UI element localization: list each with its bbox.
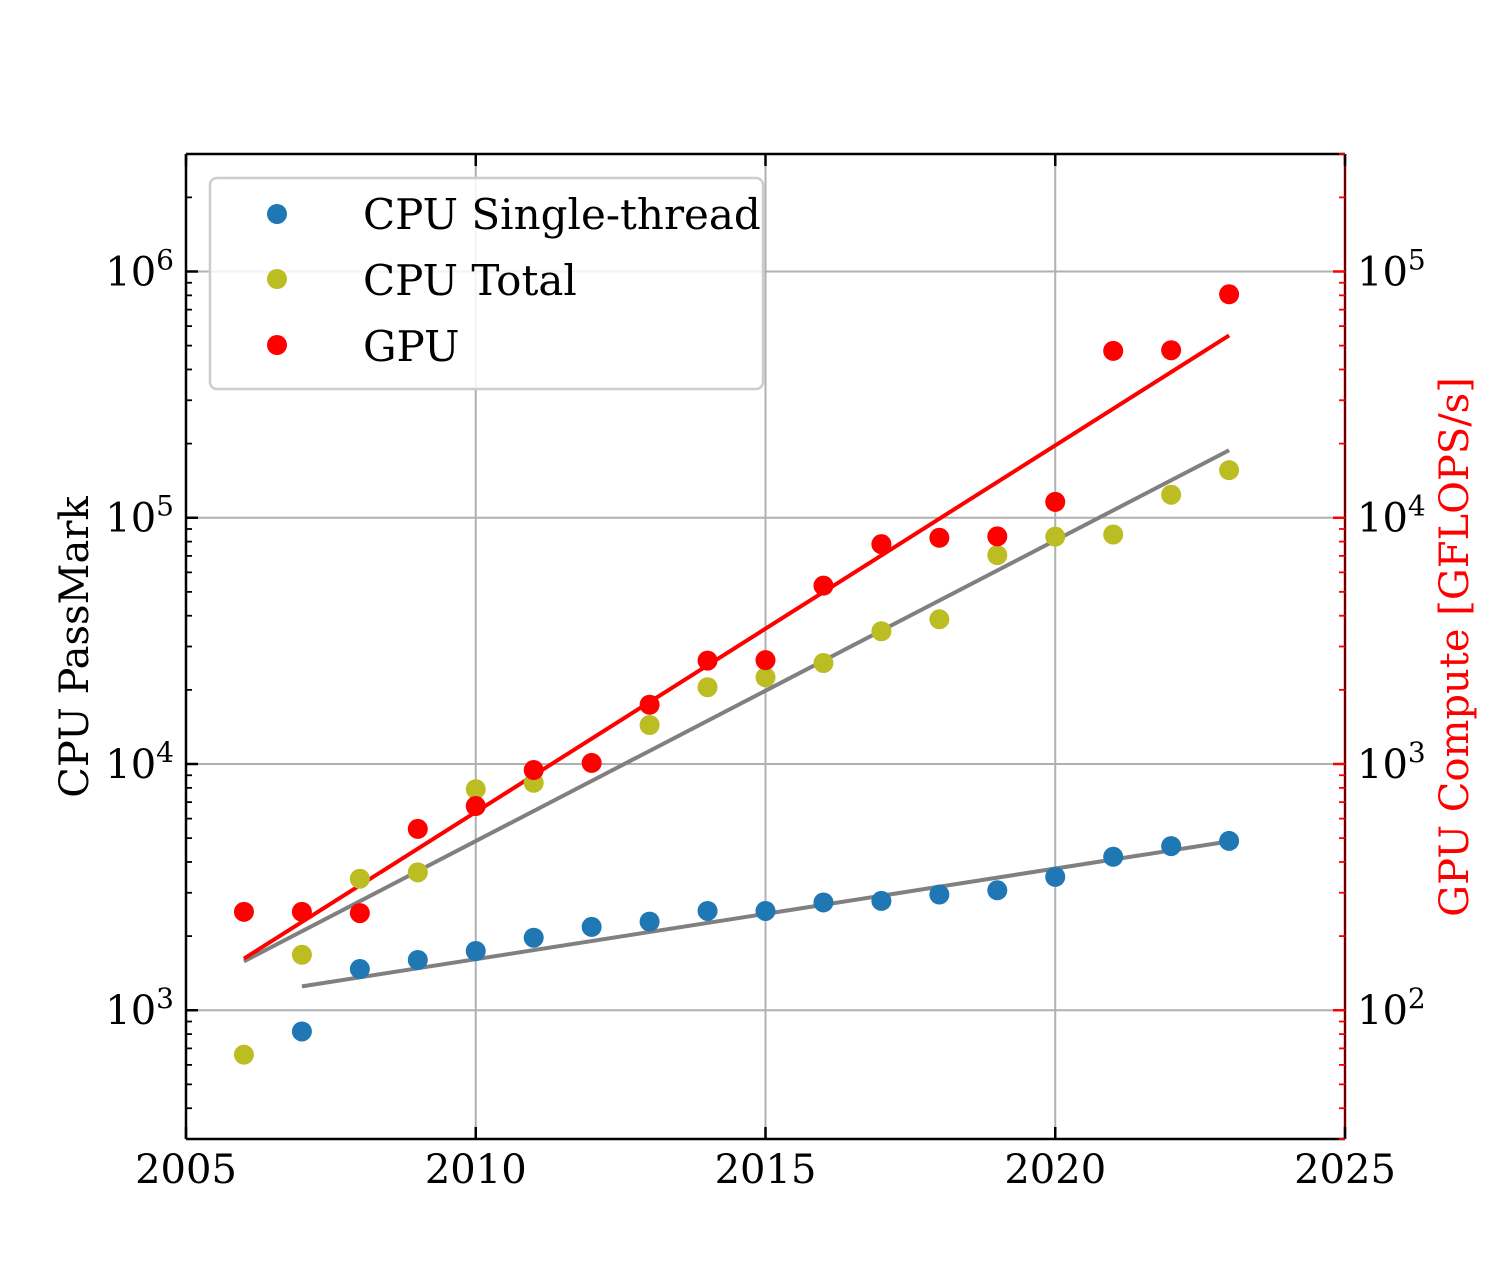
y-tick-label-left: 103 bbox=[105, 982, 174, 1034]
point-gpu bbox=[233, 901, 254, 922]
point-gpu bbox=[871, 534, 892, 555]
point-cpu-single-thread bbox=[755, 900, 776, 921]
y-tick-label-right: 102 bbox=[1357, 982, 1426, 1034]
point-cpu-total bbox=[871, 621, 892, 642]
point-gpu bbox=[349, 903, 370, 924]
point-cpu-single-thread bbox=[987, 880, 1008, 901]
y-tick-label-left: 106 bbox=[105, 243, 174, 295]
point-cpu-single-thread bbox=[581, 916, 602, 937]
legend-marker-cpu-total bbox=[267, 269, 287, 289]
point-gpu bbox=[755, 650, 776, 671]
point-cpu-single-thread bbox=[1219, 830, 1240, 851]
point-cpu-total bbox=[349, 868, 370, 889]
point-cpu-single-thread bbox=[407, 949, 428, 970]
y-axis-title-left: CPU PassMark bbox=[52, 496, 98, 798]
tick-labels: 2005 2010 2015 2020 2025 103 104 105 106 102 103 10… bbox=[105, 243, 1425, 1193]
point-cpu-single-thread bbox=[929, 884, 950, 905]
point-cpu-total bbox=[1219, 460, 1240, 481]
point-cpu-single-thread bbox=[523, 927, 544, 948]
legend-label-cpu-total: CPU Total bbox=[363, 256, 577, 305]
x-tick-label: 2015 bbox=[715, 1147, 817, 1193]
point-gpu bbox=[929, 527, 950, 548]
y-tick-label-right: 103 bbox=[1357, 736, 1426, 788]
point-cpu-total bbox=[929, 609, 950, 630]
point-cpu-single-thread bbox=[291, 1021, 312, 1042]
point-gpu bbox=[291, 901, 312, 922]
point-gpu bbox=[465, 796, 486, 817]
x-tick-label: 2025 bbox=[1294, 1147, 1396, 1193]
legend-label-cpu-single-thread: CPU Single-thread bbox=[363, 190, 761, 239]
point-cpu-single-thread bbox=[639, 911, 660, 932]
point-gpu bbox=[581, 752, 602, 773]
point-cpu-single-thread bbox=[871, 890, 892, 911]
point-gpu bbox=[639, 694, 660, 715]
point-cpu-total bbox=[1103, 524, 1124, 545]
ticks bbox=[184, 153, 1347, 1140]
x-tick-label: 2020 bbox=[1004, 1147, 1106, 1193]
point-gpu bbox=[407, 818, 428, 839]
fit-line bbox=[242, 333, 1231, 961]
y-tick-label-left: 105 bbox=[105, 490, 174, 542]
point-cpu-total bbox=[291, 944, 312, 965]
fit-line bbox=[243, 448, 1231, 964]
point-gpu bbox=[1219, 284, 1240, 305]
point-cpu-single-thread bbox=[697, 900, 718, 921]
point-cpu-single-thread bbox=[813, 892, 834, 913]
point-cpu-single-thread bbox=[1103, 846, 1124, 867]
point-gpu bbox=[523, 760, 544, 781]
y-tick-label-right: 104 bbox=[1357, 490, 1426, 542]
fit-lines bbox=[242, 333, 1231, 989]
legend-frame bbox=[208, 176, 765, 391]
x-tick-label: 2010 bbox=[425, 1147, 527, 1193]
legend-marker-gpu bbox=[267, 335, 287, 355]
legend-label-gpu: GPU bbox=[363, 322, 459, 371]
point-gpu bbox=[813, 575, 834, 596]
point-cpu-total bbox=[465, 779, 486, 800]
legend-marker-cpu-single-thread bbox=[267, 204, 287, 224]
point-cpu-total bbox=[407, 862, 428, 883]
point-gpu bbox=[697, 650, 718, 671]
point-cpu-total bbox=[233, 1044, 254, 1065]
point-gpu bbox=[1103, 340, 1124, 361]
legend: CPU Single-thread CPU Total GPU bbox=[208, 176, 765, 391]
point-cpu-single-thread bbox=[349, 959, 370, 980]
y-axis-title-right: GPU Compute [GFLOPS/s] bbox=[1432, 377, 1478, 917]
point-cpu-single-thread bbox=[1161, 836, 1182, 857]
point-cpu-total bbox=[755, 667, 776, 688]
data-points bbox=[233, 284, 1240, 1065]
point-cpu-total bbox=[1045, 526, 1066, 547]
point-cpu-total bbox=[697, 677, 718, 698]
point-cpu-total bbox=[639, 714, 660, 735]
point-cpu-single-thread bbox=[465, 941, 486, 962]
point-cpu-total bbox=[813, 653, 834, 674]
point-cpu-single-thread bbox=[1045, 866, 1066, 887]
point-cpu-total bbox=[987, 545, 1008, 566]
point-gpu bbox=[987, 526, 1008, 547]
point-gpu bbox=[1045, 491, 1066, 512]
y-tick-label-left: 104 bbox=[105, 736, 174, 788]
x-tick-label: 2005 bbox=[135, 1147, 237, 1193]
point-cpu-total bbox=[1161, 484, 1182, 505]
point-gpu bbox=[1161, 340, 1182, 361]
y-tick-label-right: 105 bbox=[1357, 243, 1426, 295]
